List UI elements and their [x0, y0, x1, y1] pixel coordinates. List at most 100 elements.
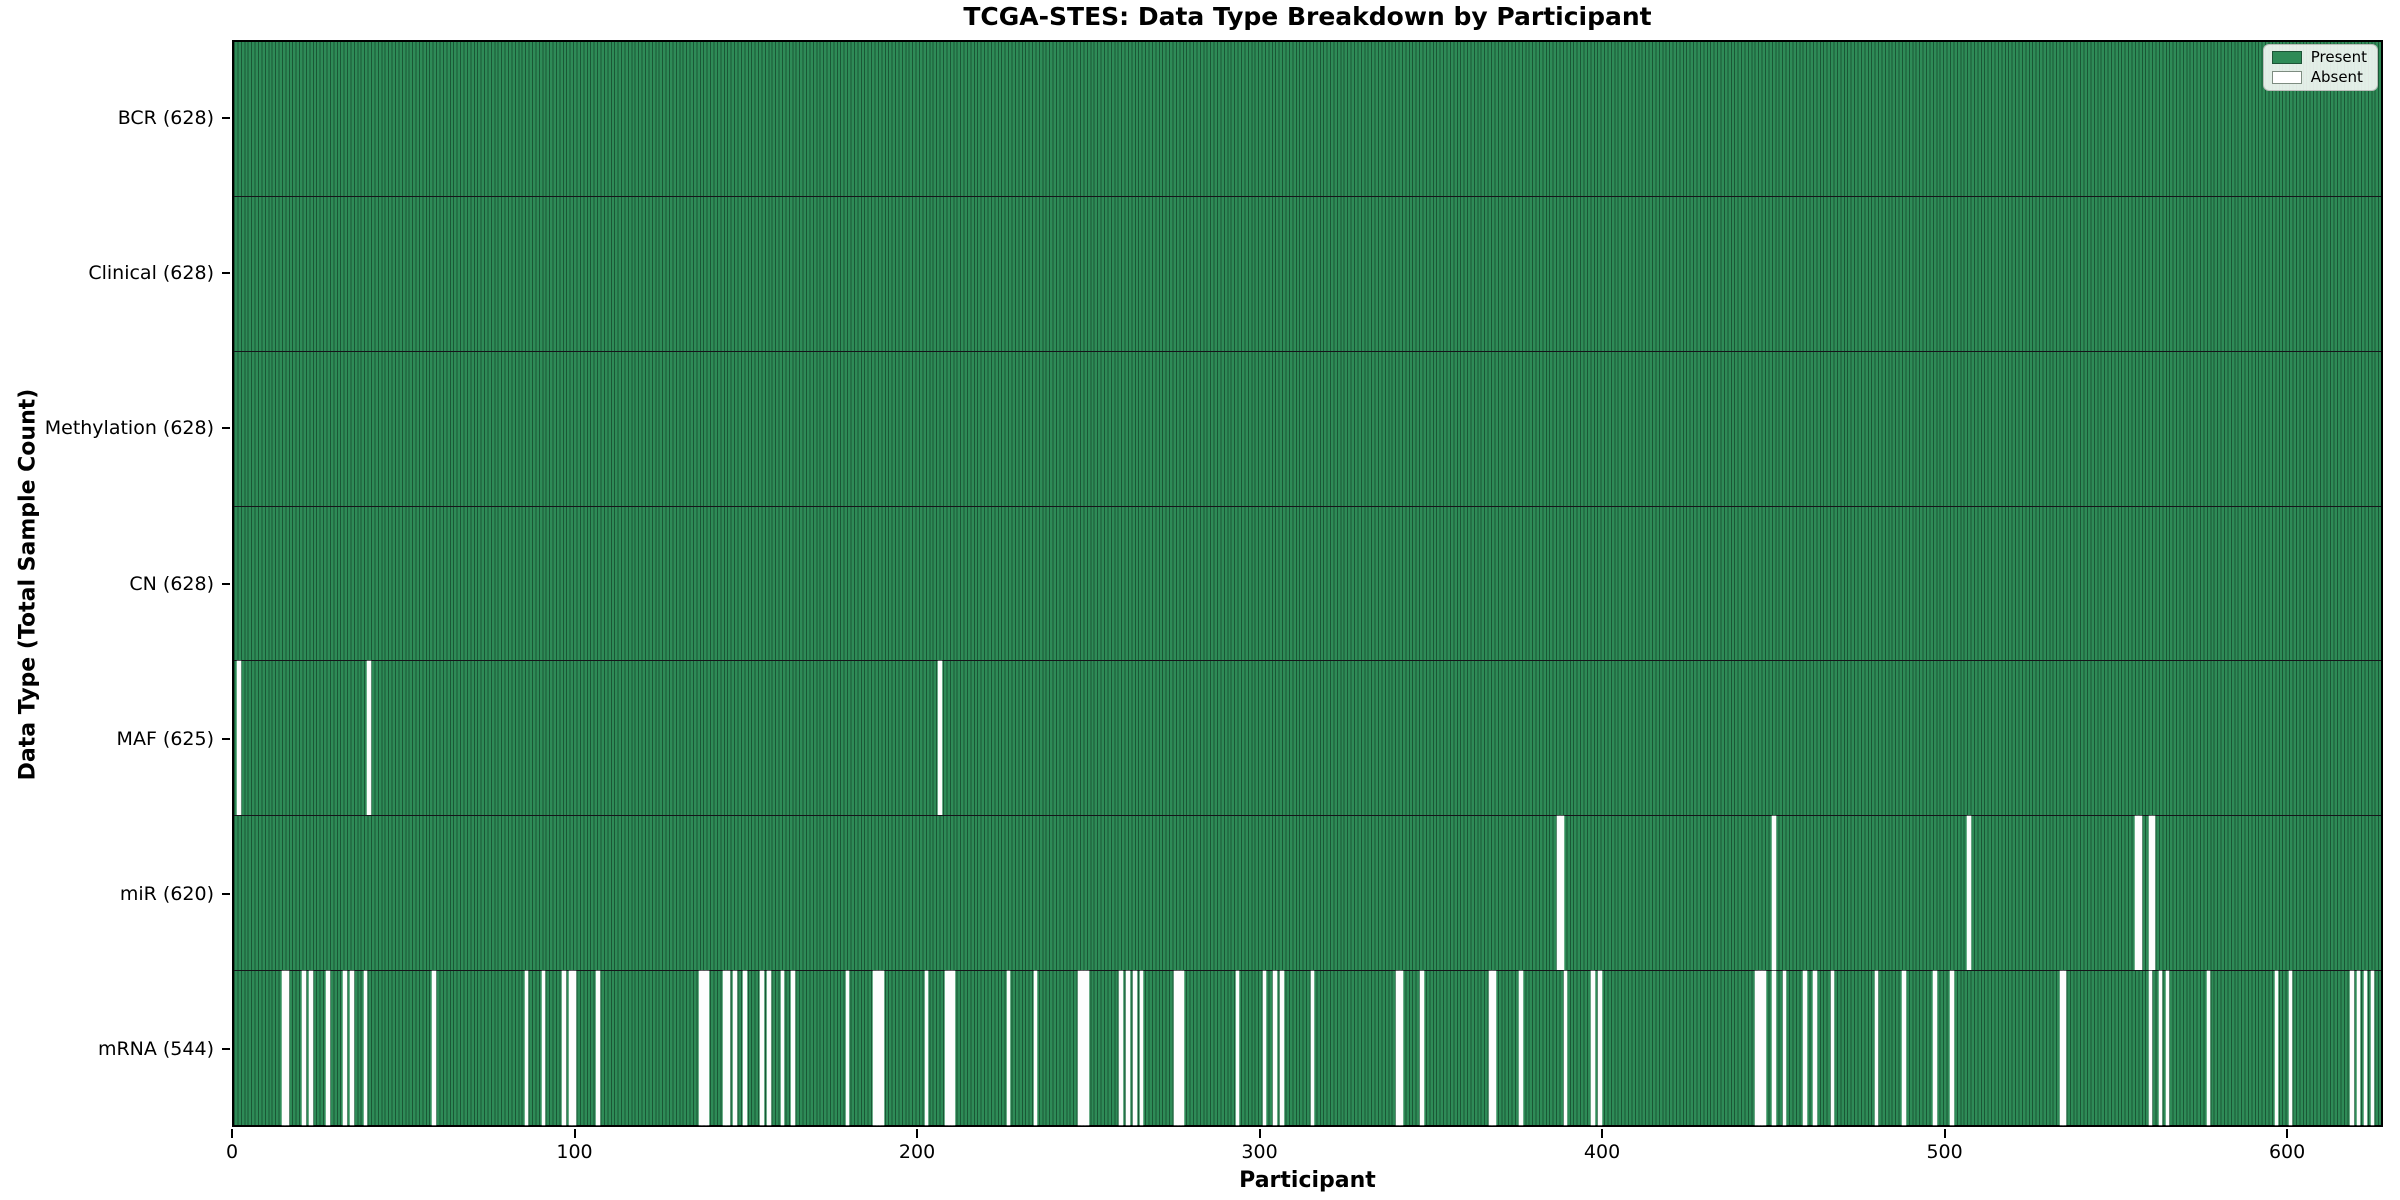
x-tick-mark — [231, 1129, 233, 1138]
absent-stripe — [1950, 971, 1954, 1126]
absent-stripe — [1557, 816, 1561, 971]
absent-stripe — [1772, 816, 1776, 971]
absent-stripe — [1263, 971, 1267, 1126]
absent-stripe — [285, 971, 289, 1126]
absent-stripe — [951, 971, 956, 1126]
absent-stripe — [363, 971, 368, 1126]
absent-stripe — [1078, 971, 1082, 1126]
x-tick-label-300: 300 — [1241, 1141, 1278, 1163]
absent-stripe — [2158, 971, 2163, 1126]
absent-stripe — [1755, 971, 1759, 1126]
absent-stripe — [726, 971, 730, 1126]
x-tick-mark — [1258, 1129, 1261, 1138]
y-tick-mark — [222, 737, 230, 740]
absent-stripe — [1772, 971, 1776, 1126]
absent-stripe — [845, 971, 850, 1126]
absent-stripe — [2206, 971, 2211, 1126]
absent-stripe — [781, 971, 785, 1126]
x-tick-mark — [2286, 1129, 2289, 1138]
absent-stripe — [1235, 971, 1240, 1126]
absent-stripe — [1488, 971, 1493, 1126]
x-tick-mark — [1601, 1129, 1604, 1138]
absent-stripe — [2370, 971, 2375, 1126]
absent-stripe — [1177, 971, 1181, 1126]
absent-stripe — [1782, 971, 1787, 1126]
absent-stripe — [1560, 816, 1564, 971]
absent-stripe — [524, 971, 528, 1126]
y-tick-mark — [222, 116, 230, 119]
x-tick-label-400: 400 — [1583, 1141, 1621, 1163]
x-tick-label-500: 500 — [1926, 1141, 1963, 1163]
present-swatch-icon — [2271, 51, 2302, 64]
y-tick-mark — [222, 1048, 230, 1051]
absent-stripe — [1563, 971, 1568, 1126]
absent-stripe — [2350, 971, 2354, 1126]
absent-stripe — [281, 971, 286, 1126]
absent-stripe — [572, 971, 576, 1126]
absent-stripe — [2288, 971, 2293, 1126]
absent-stripe — [309, 971, 313, 1126]
absent-stripe — [562, 971, 566, 1126]
legend-item-present: Present — [2271, 48, 2367, 66]
y-tick-label-bcr: BCR (628) — [117, 106, 214, 129]
absent-stripe — [1933, 971, 1937, 1126]
x-tick-label-0: 0 — [225, 1141, 239, 1163]
heatmap-row-maf — [234, 660, 2381, 816]
absent-stripe — [2134, 816, 2139, 971]
absent-stripe — [1420, 971, 1424, 1126]
absent-stripe — [1396, 971, 1400, 1126]
absent-stripe — [1758, 971, 1763, 1126]
absent-swatch-icon — [2271, 71, 2302, 84]
absent-stripe — [1174, 971, 1178, 1126]
y-tick-label-methylation: Methylation (628) — [44, 417, 214, 440]
absent-stripe — [2357, 971, 2361, 1126]
y-tick-mark — [222, 582, 230, 585]
legend: Present Absent — [2262, 44, 2378, 91]
absent-stripe — [1875, 971, 1879, 1126]
absent-stripe — [1399, 971, 1404, 1126]
absent-stripe — [1813, 971, 1817, 1126]
absent-stripe — [1310, 971, 1315, 1126]
absent-stripe — [767, 971, 771, 1126]
absent-stripe — [1085, 971, 1089, 1126]
absent-stripe — [2063, 971, 2067, 1126]
absent-stripe — [2151, 816, 2156, 971]
absent-stripe — [1967, 816, 1971, 971]
absent-stripe — [1081, 971, 1086, 1126]
absent-stripe — [343, 971, 347, 1126]
x-axis-label: Participant — [1239, 1168, 1376, 1193]
absent-stripe — [1519, 971, 1523, 1126]
absent-stripe — [326, 971, 330, 1126]
absent-stripe — [1139, 971, 1144, 1126]
absent-stripe — [1762, 971, 1766, 1126]
absent-stripe — [1492, 971, 1496, 1126]
absent-stripe — [698, 971, 703, 1126]
heatmap-row-mrna — [234, 970, 2381, 1126]
absent-stripe — [743, 971, 747, 1126]
absent-stripe — [1006, 971, 1011, 1126]
absent-stripe — [2275, 971, 2279, 1126]
absent-stripe — [948, 971, 952, 1126]
y-tick-label-cn: CN (628) — [129, 572, 214, 595]
absent-stripe — [2363, 971, 2368, 1126]
heatmap-row-clinical — [234, 195, 2381, 351]
plot-area: Present Absent — [232, 40, 2383, 1127]
absent-stripe — [1119, 971, 1123, 1126]
heatmap-row-bcr — [234, 42, 2381, 196]
y-tick-layer: BCR (628) Clinical (628) Methylation (628)… — [0, 40, 232, 1127]
x-tick-mark — [1943, 1129, 1946, 1138]
absent-stripe — [302, 971, 306, 1126]
x-tick-mark — [573, 1129, 576, 1138]
absent-stripe — [2138, 816, 2142, 971]
absent-stripe — [2148, 816, 2152, 971]
absent-stripe — [350, 971, 354, 1126]
y-tick-mark — [222, 893, 230, 896]
x-tick-label-100: 100 — [556, 1141, 593, 1163]
absent-stripe — [569, 971, 573, 1126]
absent-stripe — [760, 971, 764, 1126]
absent-stripe — [2148, 971, 2152, 1126]
chart-title: TCGA-STES: Data Type Breakdown by Partic… — [963, 2, 1652, 31]
legend-present-label: Present — [2310, 48, 2367, 66]
absent-stripe — [1181, 971, 1185, 1126]
